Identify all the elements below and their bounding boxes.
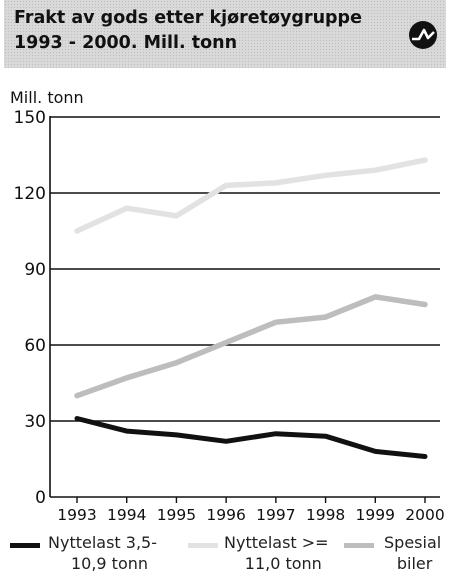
legend-label-line: Nyttelast >= (224, 533, 329, 552)
series-line-1 (74, 416, 428, 459)
legend-swatch (188, 543, 218, 548)
y-tick-label: 60 (24, 336, 46, 356)
y-tick-label: 0 (35, 488, 46, 508)
legend-label: Spesial biler (384, 532, 441, 574)
legend-swatch (344, 543, 374, 548)
x-tick-label: 1995 (157, 506, 196, 524)
y-tick-label: 120 (14, 184, 46, 204)
chart-header: Frakt av gods etter kjøretøygruppe 1993 … (4, 0, 446, 68)
legend-item-3: Spesial biler (0, 532, 450, 578)
legend-swatch (10, 543, 40, 548)
series-line-3 (74, 294, 428, 399)
x-tick-label: 1996 (206, 506, 245, 524)
legend-label: Nyttelast >= 11,0 tonn (224, 532, 329, 574)
wave-circle-icon (409, 21, 437, 49)
title-line-2: 1993 - 2000. Mill. tonn (14, 33, 238, 53)
legend-label-line: 11,0 tonn (244, 554, 322, 573)
legend-item-1: Nyttelast 3,5- 10,9 tonn (0, 532, 450, 578)
series-line-2 (74, 157, 428, 234)
x-tick-label: 1997 (256, 506, 295, 524)
legend-item-2: Nyttelast >= 11,0 tonn (0, 532, 450, 578)
x-tick-label: 1998 (306, 506, 345, 524)
legend-label: Nyttelast 3,5- 10,9 tonn (48, 532, 157, 574)
y-tick-label: 90 (24, 260, 46, 280)
chart-title: Frakt av gods etter kjøretøygruppe 1993 … (14, 6, 362, 56)
title-line-1: Frakt av gods etter kjøretøygruppe (14, 8, 362, 28)
x-tick-label: 1993 (57, 506, 96, 524)
legend-label-line: 10,9 tonn (70, 554, 149, 573)
x-tick-label: 1999 (356, 506, 395, 524)
legend-label-line: Spesial (384, 533, 442, 552)
y-tick-label: 150 (14, 108, 46, 128)
legend-label-line: biler (396, 554, 433, 573)
line-chart: 0 30 60 90 120 150 1993 1994 1995 1996 1997 1998 199… (14, 108, 445, 524)
legend-label-line: Nyttelast 3,5- (48, 533, 157, 552)
x-tick-label: 1994 (107, 506, 146, 524)
y-axis-unit-label: Mill. tonn (10, 88, 84, 107)
y-tick-label: 30 (24, 412, 46, 432)
x-tick-label: 2000 (405, 506, 444, 524)
